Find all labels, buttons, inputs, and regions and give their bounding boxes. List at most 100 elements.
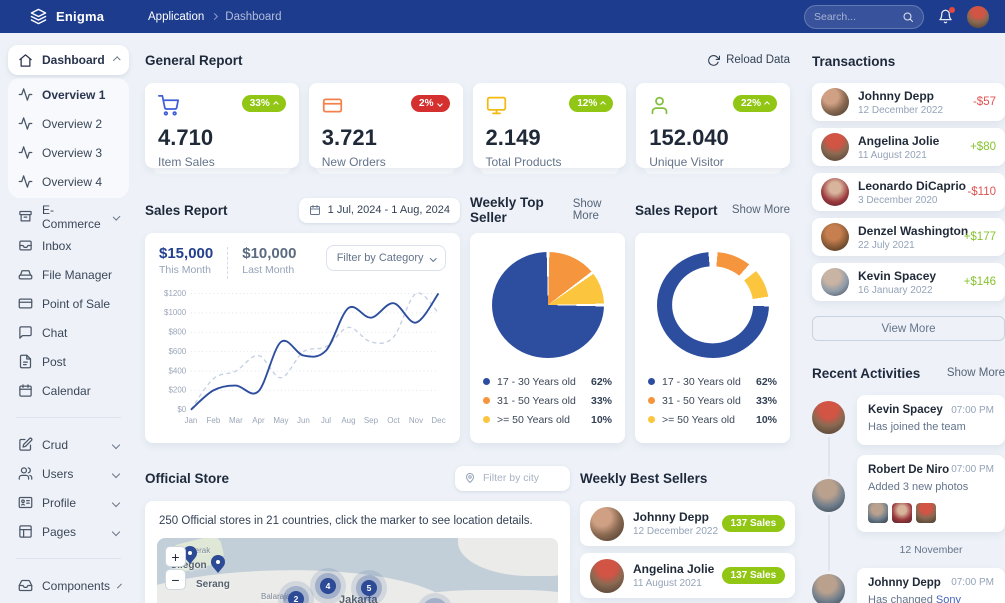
refresh-icon — [707, 54, 720, 67]
reload-data-button[interactable]: Reload Data — [707, 54, 790, 67]
breadcrumb-item-application[interactable]: Application — [148, 10, 205, 23]
svg-text:Apr: Apr — [252, 416, 265, 425]
photo-thumbnail[interactable] — [916, 502, 936, 523]
store-map: + − Merak Cilegon Serang Balaraja Jakart… — [157, 538, 558, 603]
transaction-item[interactable]: Leonardo DiCaprio 3 December 2020 -$110 — [812, 173, 1005, 211]
filter-by-city-input[interactable] — [483, 472, 561, 484]
notifications-button[interactable] — [938, 7, 955, 24]
message-square-icon — [18, 325, 33, 340]
map-pin-marker[interactable] — [183, 546, 197, 560]
best-seller-item[interactable]: Angelina Jolie 11 August 2021 137 Sales — [580, 553, 796, 598]
user-avatar[interactable] — [967, 5, 989, 28]
search-icon[interactable] — [902, 11, 914, 23]
date-range-picker[interactable]: 1 Jul, 2024 - 1 Aug, 2024 — [298, 197, 460, 223]
last-month-label: Last Month — [242, 264, 295, 276]
legend-dot-orange — [648, 397, 655, 404]
sidebar-item-profile[interactable]: Profile — [8, 488, 129, 517]
sidebar-item-overview-3[interactable]: Overview 3 — [8, 138, 129, 167]
trend-badge[interactable]: 22% — [732, 95, 777, 112]
monitor-icon — [486, 95, 507, 116]
map-cluster-marker[interactable]: 4 — [320, 578, 336, 594]
map-city-label: Jakarta — [339, 594, 378, 603]
avatar — [812, 478, 845, 512]
stat-value: 3.721 — [321, 125, 377, 150]
stat-card-item-sales[interactable]: 33% 4.710 Item Sales — [145, 83, 299, 174]
sales-report-donut-column: Sales Report Show More 17 - 30 Years old… — [635, 197, 790, 443]
section-title-sales-report: Sales Report — [145, 202, 228, 218]
stat-card-total-products[interactable]: 12% 2.149 Total Products — [472, 83, 627, 174]
seller-date: 11 August 2021 — [633, 578, 702, 589]
trend-badge[interactable]: 12% — [569, 95, 614, 112]
best-seller-item[interactable]: Johnny Depp 12 December 2022 137 Sales — [580, 501, 796, 546]
seller-name: Angelina Jolie — [633, 562, 715, 576]
svg-text:$200: $200 — [168, 386, 186, 395]
sidebar-item-post[interactable]: Post — [8, 347, 129, 376]
sidebar-item-overview-1[interactable]: Overview 1 — [8, 80, 129, 109]
search-input[interactable] — [814, 10, 902, 23]
sidebar-item-ecommerce[interactable]: E-Commerce — [8, 202, 129, 231]
photo-thumbnail[interactable] — [892, 502, 912, 523]
transaction-item[interactable]: Johnny Depp 12 December 2022 -$57 — [812, 83, 1005, 121]
map-zoom-out-button[interactable]: − — [165, 569, 186, 590]
chevron-down-icon — [436, 100, 443, 107]
users-icon — [18, 466, 33, 481]
sidebar-item-components[interactable]: Components — [8, 571, 129, 600]
sidebar-item-inbox[interactable]: Inbox — [8, 231, 129, 260]
activity-icon — [18, 116, 33, 131]
map-cluster-marker[interactable]: 5 — [361, 580, 377, 596]
brand[interactable]: Enigma — [30, 8, 148, 25]
transaction-item[interactable]: Kevin Spacey 16 January 2022 +$146 — [812, 263, 1005, 301]
top-navbar: Enigma Application Dashboard — [0, 0, 1005, 33]
activities-timeline: Kevin Spacey 07:00 PM Has joined the tea… — [812, 395, 1005, 603]
photo-thumbnail[interactable] — [868, 502, 888, 523]
section-title-recent-activities: Recent Activities — [812, 365, 921, 381]
activity-icon — [18, 87, 33, 102]
transaction-item[interactable]: Angelina Jolie 11 August 2021 +$80 — [812, 128, 1005, 166]
chevron-down-icon — [111, 498, 121, 507]
avatar — [821, 223, 849, 251]
box-icon — [18, 209, 33, 224]
sidebar-item-calendar[interactable]: Calendar — [8, 376, 129, 405]
sidebar-item-file-manager[interactable]: File Manager — [8, 260, 129, 289]
seller-name: Johnny Depp — [633, 510, 710, 524]
sidebar: Dashboard Overview 1 Overview 2 Overview… — [0, 45, 135, 603]
age-donut-chart — [656, 252, 769, 358]
transaction-item[interactable]: Denzel Washington 22 July 2021 +$177 — [812, 218, 1005, 256]
sidebar-item-pages[interactable]: Pages — [8, 517, 129, 546]
sidebar-item-chat[interactable]: Chat — [8, 318, 129, 347]
map-pin-marker[interactable] — [211, 555, 225, 569]
sidebar-item-crud[interactable]: Crud — [8, 430, 129, 459]
divider — [227, 247, 229, 279]
sidebar-item-overview-4[interactable]: Overview 4 — [8, 167, 129, 196]
filter-by-category-select[interactable]: Filter by Category — [325, 245, 446, 271]
show-more-link[interactable]: Show More — [572, 198, 602, 222]
trend-badge[interactable]: 33% — [241, 95, 286, 112]
avatar — [821, 178, 849, 206]
activity-time: 07:00 PM — [951, 464, 994, 476]
section-title-official-store: Official Store — [145, 470, 230, 486]
show-more-link[interactable]: Show More — [946, 367, 1005, 379]
stat-card-unique-visitor[interactable]: 22% 152.040 Unique Visitor — [636, 83, 790, 174]
trend-badge[interactable]: 2% — [411, 95, 450, 112]
stat-label: Total Products — [485, 155, 562, 169]
stat-value: 152.040 — [649, 125, 729, 150]
sidebar-item-overview-2[interactable]: Overview 2 — [8, 109, 129, 138]
legend-row: 17 - 30 Years old 62% — [483, 372, 612, 391]
svg-text:$600: $600 — [168, 347, 186, 356]
chevron-down-icon — [112, 212, 121, 221]
breadcrumb-item-dashboard[interactable]: Dashboard — [225, 10, 282, 23]
activity-item: Robert De Niro 07:00 PM Added 3 new phot… — [812, 454, 1005, 532]
transaction-amount: +$146 — [963, 276, 996, 288]
sidebar-item-dashboard[interactable]: Dashboard — [8, 45, 129, 75]
view-more-button[interactable]: View More — [812, 316, 1005, 341]
stat-card-new-orders[interactable]: 2% 3.721 New Orders — [308, 83, 463, 174]
map-zoom-in-button[interactable]: + — [165, 546, 186, 567]
weekly-top-seller-column: Weekly Top Seller Show More 17 - 30 Year… — [470, 195, 625, 443]
sidebar-item-point-of-sale[interactable]: Point of Sale — [8, 289, 129, 318]
chevron-down-icon — [111, 469, 121, 478]
map-cluster-marker[interactable]: 2 — [288, 591, 304, 603]
sales-badge: 137 Sales — [721, 515, 786, 532]
sidebar-item-users[interactable]: Users — [8, 459, 129, 488]
svg-text:Oct: Oct — [387, 416, 400, 425]
show-more-link[interactable]: Show More — [731, 204, 790, 216]
